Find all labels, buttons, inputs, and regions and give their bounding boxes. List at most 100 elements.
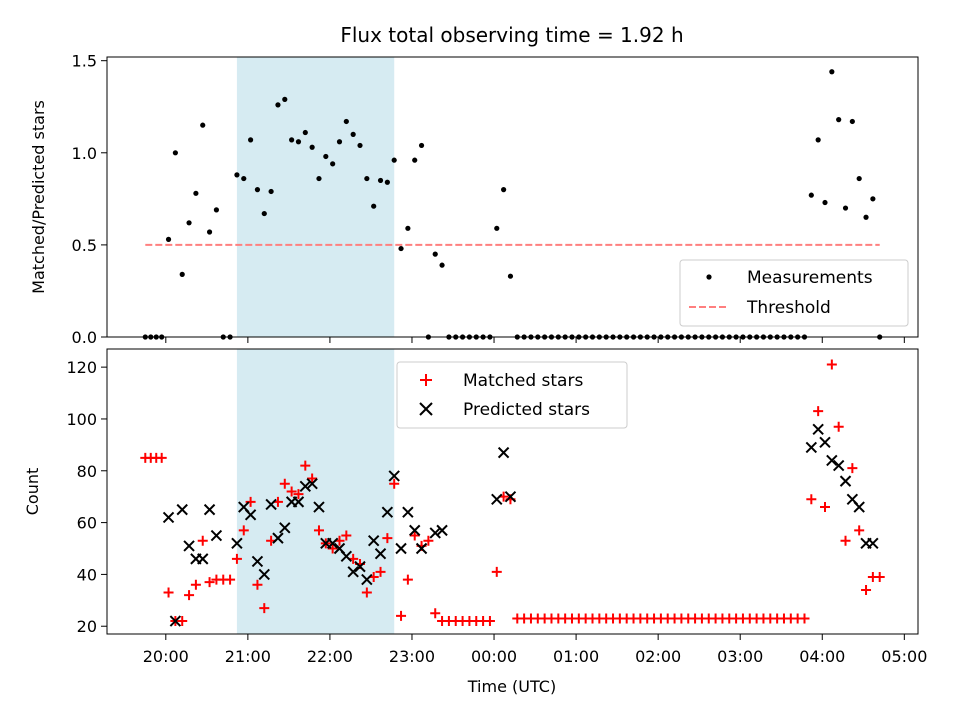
matched-stars-point — [177, 616, 188, 627]
predicted-stars-point — [340, 550, 353, 562]
bottom-ytick-label: 60 — [77, 514, 97, 533]
measurement-point — [432, 251, 438, 257]
matched-stars-point — [840, 535, 851, 546]
bottom-ytick-label: 20 — [77, 617, 97, 636]
matched-stars-point — [409, 530, 420, 541]
matched-stars-point — [204, 577, 215, 588]
predicted-stars-point — [313, 501, 325, 513]
matched-stars-point — [238, 525, 249, 536]
matched-stars-point — [813, 406, 824, 417]
bottom-panel: 20 40 60 80 100 120 20:00 21:00 22:00 23:00 00:00… — [23, 348, 927, 696]
measurement-point — [336, 139, 343, 145]
top-ytick-label: 1.5 — [72, 52, 97, 71]
predicted-stars-point — [203, 503, 216, 516]
measurement-point — [172, 150, 178, 156]
predicted-stars-point — [497, 446, 510, 459]
matched-stars-point — [874, 572, 885, 582]
top-ytick-label: 0.0 — [72, 328, 97, 347]
matched-stars-point — [826, 359, 837, 370]
matched-stars-point — [259, 603, 270, 614]
predicted-stars-point — [169, 615, 182, 627]
measurement-point — [815, 137, 821, 143]
measurement-point — [849, 118, 855, 125]
predicted-stars-point — [244, 509, 257, 521]
legend-matched-marker — [420, 374, 432, 386]
xtick-label: 03:00 — [717, 647, 763, 666]
matched-stars-point — [252, 579, 263, 590]
matched-stars-point — [156, 452, 167, 463]
matched-stars-point — [163, 587, 174, 598]
matched-stars-point — [389, 478, 400, 489]
legend-measurements-marker — [706, 274, 712, 280]
measurement-point — [856, 175, 862, 182]
predicted-stars-point — [231, 537, 243, 550]
predicted-stars-point — [326, 537, 339, 550]
measurement-point — [275, 102, 281, 108]
matched-stars-point — [293, 489, 304, 500]
measurement-point — [808, 192, 814, 198]
matched-stars-point — [806, 494, 817, 505]
top-panel: 0.0 0.5 1.0 1.5 Matched/Predicted stars Mea… — [29, 52, 919, 347]
x-axis-label: Time (UTC) — [467, 677, 556, 696]
predicted-stars-point — [839, 475, 852, 487]
bottom-panel-ylabel: Count — [23, 468, 42, 516]
matched-stars-point — [382, 533, 393, 544]
measurement-point — [309, 144, 315, 150]
matched-stars-point — [799, 613, 810, 624]
measurement-point — [261, 210, 267, 217]
measurement-point — [200, 122, 206, 128]
matched-stars-point — [375, 566, 386, 577]
measurement-point — [206, 229, 213, 235]
predicted-stars-point — [395, 542, 407, 555]
matched-stars-point — [231, 553, 242, 564]
predicted-stars-point — [210, 529, 223, 542]
predicted-stars-point — [279, 522, 291, 534]
predicted-stars-point — [805, 441, 818, 454]
predicted-stars-point — [436, 524, 448, 537]
measurement-point — [398, 245, 404, 252]
measurement-point — [289, 137, 295, 143]
legend-predicted-marker — [419, 402, 433, 416]
top-ytick-label: 0.5 — [72, 236, 97, 255]
bottom-panel-xticks: 20:00 21:00 22:00 23:00 00:00 01:00 02:00 03:00… — [143, 634, 927, 666]
xtick-label: 22:00 — [307, 647, 353, 666]
matched-stars-point — [245, 496, 256, 507]
measurement-point — [323, 153, 329, 160]
measurement-point — [330, 161, 336, 167]
predicted-stars-point — [197, 553, 209, 565]
measurement-point — [165, 236, 172, 242]
predicted-stars-point — [306, 478, 318, 490]
matched-stars-point — [190, 579, 201, 590]
measurement-point — [282, 96, 288, 102]
xtick-label: 01:00 — [553, 647, 599, 666]
matched-stars-point — [820, 502, 831, 513]
xtick-label: 04:00 — [799, 647, 845, 666]
measurement-point — [371, 203, 377, 209]
measurement-point — [863, 214, 869, 220]
matched-stars-point — [184, 590, 195, 601]
top-panel-ylabel: Matched/Predicted stars — [29, 100, 48, 294]
predicted-stars-point — [388, 470, 400, 482]
measurement-point — [377, 177, 384, 184]
measurement-point — [234, 172, 240, 178]
measurement-point — [439, 262, 445, 268]
xtick-label: 23:00 — [389, 647, 435, 666]
measurement-point — [501, 187, 507, 193]
matched-stars-point — [491, 566, 502, 577]
bottom-ytick-label: 40 — [77, 565, 97, 584]
measurement-point — [412, 157, 418, 163]
predicted-stars-point — [265, 498, 277, 511]
matched-stars-point — [430, 608, 441, 619]
measurement-point — [364, 175, 370, 182]
measurement-point — [248, 137, 254, 143]
predicted-stars-point — [832, 459, 845, 472]
predicted-stars-point — [162, 511, 175, 524]
measurement-point — [186, 220, 192, 226]
measurement-point — [213, 207, 220, 213]
predicted-stars-point — [367, 535, 380, 547]
bottom-legend-box — [396, 361, 628, 429]
matched-stars-point — [279, 478, 290, 489]
predicted-stars-point — [299, 480, 312, 493]
xtick-label: 02:00 — [635, 647, 681, 666]
